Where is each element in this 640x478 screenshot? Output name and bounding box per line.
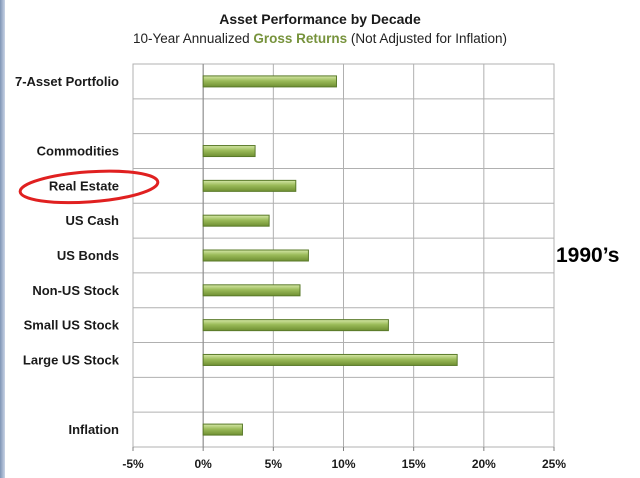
category-label-commodities: Commodities xyxy=(37,144,119,159)
bar-small-us-stock xyxy=(202,319,389,332)
bar-inflation xyxy=(202,423,243,436)
category-label-us-bonds: US Bonds xyxy=(57,248,119,263)
bar-us-bonds xyxy=(202,249,309,262)
chart-title-block: Asset Performance by Decade 10-Year Annu… xyxy=(0,10,640,48)
category-label-real-estate: Real Estate xyxy=(49,178,119,193)
category-label-inflation: Inflation xyxy=(68,422,119,437)
bar-real-estate xyxy=(202,179,297,192)
category-label-us-cash: US Cash xyxy=(66,213,120,228)
category-label-7-asset-portfolio: 7-Asset Portfolio xyxy=(15,74,119,89)
x-tick-label: 5% xyxy=(265,457,283,471)
x-tick-label: 25% xyxy=(542,457,566,471)
bar-commodities xyxy=(202,145,256,158)
category-label-small-us-stock: Small US Stock xyxy=(24,318,120,333)
subtitle-highlight: Gross Returns xyxy=(253,31,348,46)
highlight-ellipse xyxy=(18,169,160,205)
category-label-large-us-stock: Large US Stock xyxy=(23,352,120,367)
bar-us-cash xyxy=(202,214,270,227)
subtitle-part-3: (Not Adjusted for Inflation) xyxy=(347,31,507,46)
category-label-non-us-stock: Non-US Stock xyxy=(32,283,119,298)
bar-non-us-stock xyxy=(202,284,301,297)
bar-7-asset-portfolio xyxy=(202,75,337,88)
x-tick-label: 15% xyxy=(402,457,426,471)
subtitle-part-1: 10-Year Annualized xyxy=(133,31,254,46)
x-tick-label: 10% xyxy=(331,457,355,471)
x-tick-label: 20% xyxy=(472,457,496,471)
decade-annotation: 1990’s xyxy=(556,244,620,267)
chart-title: Asset Performance by Decade xyxy=(219,11,421,27)
x-tick-label: -5% xyxy=(122,457,144,471)
chart-subtitle: 10-Year Annualized Gross Returns (Not Ad… xyxy=(0,29,640,48)
bar-large-us-stock xyxy=(202,353,458,366)
x-tick-label: 0% xyxy=(194,457,212,471)
left-accent-strip xyxy=(0,0,5,478)
